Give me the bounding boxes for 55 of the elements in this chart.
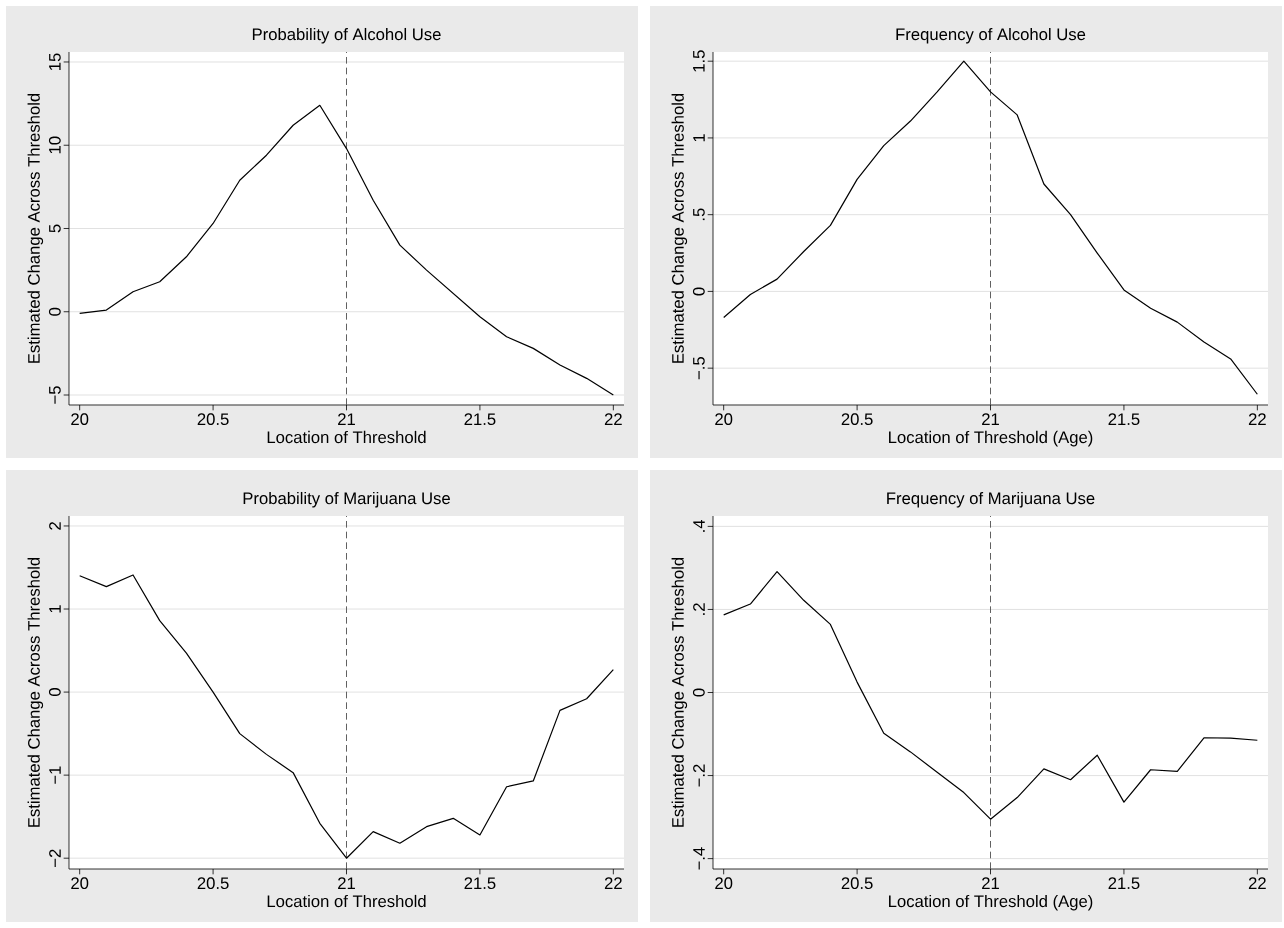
x-tick-label: 21 [338, 413, 355, 425]
y-tick-label: −.2 [693, 764, 705, 787]
x-axis-title: Location of Threshold [267, 894, 426, 908]
x-tick-label: 22 [1248, 413, 1266, 425]
y-tick-label: −.4 [693, 847, 705, 870]
x-tick-label: 21.5 [1108, 877, 1140, 890]
y-axis-title: Estimated Change Across Threshold [671, 557, 688, 827]
x-axis-title: Location of Threshold [267, 430, 426, 444]
x-axis-title: Location of Threshold (Age) [889, 894, 1093, 911]
y-tick-label: 2 [49, 522, 61, 530]
y-tick-label: 0 [692, 688, 705, 697]
line-series [723, 571, 1258, 820]
line-series [723, 60, 1258, 395]
x-tick-label: 20.5 [197, 877, 229, 890]
x-tick-label: 21 [338, 877, 355, 889]
y-tick-label: .2 [693, 603, 705, 615]
y-tick-label: 5 [49, 224, 61, 233]
x-tick-label: 20 [71, 413, 89, 426]
chart-title: Probability of Marijuana Use [243, 491, 450, 508]
x-tick-label: 21 [982, 413, 999, 425]
y-tick-label: −1 [49, 766, 61, 784]
line-series [79, 574, 614, 859]
x-tick-label: 22 [604, 877, 622, 889]
y-tick-label: 1.5 [693, 50, 705, 72]
y-axis-title: Estimated Change Across Threshold [27, 557, 44, 827]
y-tick-label: 0 [48, 307, 61, 316]
chart-title: Frequency of Marijuana Use [887, 491, 1095, 508]
x-tick-label: 21.5 [464, 413, 496, 426]
y-tick-label: .4 [693, 519, 705, 532]
x-tick-label: 21.5 [464, 877, 496, 890]
x-tick-label: 20 [715, 413, 733, 426]
x-tick-label: 21.5 [1108, 413, 1140, 426]
y-tick-label: 0 [692, 287, 705, 296]
y-tick-label: −2 [49, 849, 61, 867]
y-tick-label: 0 [48, 688, 61, 697]
y-tick-label: .5 [693, 208, 705, 221]
chart-title: Frequency of Alcohol Use [896, 27, 1086, 44]
x-axis-title: Location of Threshold (Age) [889, 430, 1093, 447]
y-tick-label: 1 [693, 134, 705, 142]
y-axis-title: Estimated Change Across Threshold [671, 93, 688, 363]
y-tick-label: 10 [48, 136, 61, 154]
x-tick-label: 20.5 [197, 413, 229, 426]
x-tick-label: 20 [715, 877, 733, 890]
y-axis-title: Estimated Change Across Threshold [27, 93, 44, 363]
y-tick-label: −.5 [693, 357, 705, 380]
x-tick-label: 22 [1248, 877, 1266, 889]
x-tick-label: 20 [71, 877, 89, 890]
x-tick-label: 22 [604, 413, 622, 425]
x-tick-label: 20.5 [841, 877, 873, 890]
x-tick-label: 21 [982, 877, 999, 889]
x-tick-label: 20.5 [841, 413, 873, 426]
y-tick-label: 15 [49, 53, 61, 70]
y-tick-label: −5 [49, 386, 61, 404]
y-tick-label: 1 [49, 605, 61, 613]
chart-title: Probability of Alcohol Use [252, 27, 441, 44]
